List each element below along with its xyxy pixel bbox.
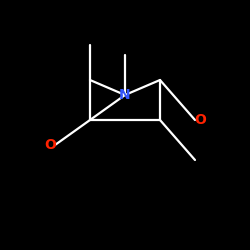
Text: O: O [44,138,56,152]
Text: O: O [194,113,206,127]
Text: N: N [119,88,131,102]
